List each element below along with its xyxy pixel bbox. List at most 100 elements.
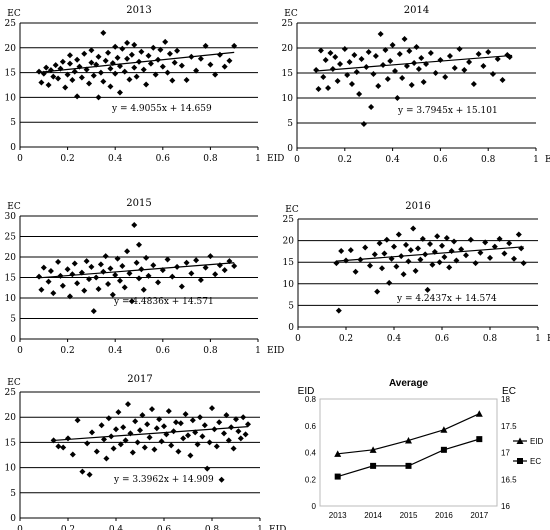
trend-equation: y = 3.3962x + 14.909 <box>113 475 214 485</box>
x-tick-label: 1 <box>257 525 263 530</box>
data-point <box>165 408 172 415</box>
data-point <box>377 31 384 37</box>
x-tick-label: 0.8 <box>483 334 498 344</box>
chart-title: 2013 <box>126 5 151 16</box>
trend-line <box>316 54 513 72</box>
data-point <box>407 247 414 254</box>
x-tick-label: 0.4 <box>108 154 123 164</box>
data-point <box>150 44 157 51</box>
data-point <box>50 73 57 80</box>
data-point <box>475 51 482 57</box>
y-tick-label: 10 <box>283 280 295 290</box>
data-point <box>225 437 232 444</box>
y-tick-label: 20 <box>5 44 17 54</box>
data-point <box>245 421 251 428</box>
data-point <box>119 45 126 52</box>
x-tick-label: 0 <box>294 155 300 165</box>
data-point <box>182 411 189 418</box>
data-point <box>420 79 427 85</box>
data-point <box>489 71 496 77</box>
data-point <box>375 83 382 89</box>
data-point <box>201 422 208 429</box>
data-point <box>149 406 155 413</box>
data-point <box>136 275 142 282</box>
x-tick-label: 0.8 <box>203 154 218 164</box>
series-line-EID <box>337 413 480 455</box>
data-point <box>187 452 194 459</box>
data-point <box>427 50 434 56</box>
data-point <box>193 67 200 74</box>
series-marker-EC <box>440 446 447 453</box>
data-point <box>470 81 477 87</box>
data-point <box>491 243 498 250</box>
data-point <box>145 272 152 279</box>
y-tick-label: 5 <box>10 489 16 499</box>
y-tick-label: 15 <box>5 69 17 79</box>
plot-frame <box>319 398 498 507</box>
data-point <box>408 82 415 88</box>
data-point <box>446 53 453 59</box>
x-tick-label: 0.6 <box>157 525 172 530</box>
data-point <box>226 57 233 64</box>
data-point <box>105 281 112 288</box>
data-point <box>86 80 93 87</box>
data-point <box>467 236 474 243</box>
data-point <box>415 245 421 252</box>
data-point <box>347 247 354 254</box>
chart-title: 2014 <box>404 5 429 16</box>
data-point <box>109 291 116 298</box>
data-point <box>131 222 138 229</box>
trend-equation: y = 4.2437x + 14.574 <box>396 294 497 304</box>
data-point <box>121 68 128 75</box>
data-point <box>189 417 196 424</box>
data-point <box>197 55 204 62</box>
data-point <box>427 241 433 248</box>
y-tick-label: 30 <box>5 212 17 222</box>
data-point <box>161 423 167 430</box>
data-point <box>403 63 410 69</box>
data-point <box>351 52 358 58</box>
series-marker-EID <box>440 426 448 433</box>
data-point <box>86 471 93 478</box>
data-point <box>137 427 143 434</box>
data-point <box>383 236 390 243</box>
data-point <box>171 59 178 66</box>
data-point <box>128 51 135 58</box>
data-point <box>325 85 332 91</box>
x-tick-label: 0.8 <box>481 155 496 165</box>
data-point <box>95 285 102 292</box>
data-point <box>139 412 146 419</box>
data-point <box>413 44 420 50</box>
y-axis-label: EC <box>285 205 299 215</box>
x-tick-label: 0.4 <box>108 346 123 356</box>
data-point <box>334 78 341 84</box>
data-point <box>125 401 131 408</box>
data-point <box>395 231 402 238</box>
data-point <box>439 242 445 249</box>
data-point <box>213 443 220 450</box>
data-point <box>393 263 400 270</box>
data-point <box>406 48 413 54</box>
data-point <box>97 261 104 268</box>
x-axis-label: EID <box>267 154 284 164</box>
data-point <box>346 59 353 65</box>
data-point <box>188 270 195 277</box>
series-marker-EC <box>405 462 412 469</box>
data-point <box>93 274 100 281</box>
x-tick-label: 0.2 <box>60 346 74 356</box>
data-point <box>235 428 242 435</box>
data-point <box>47 267 54 274</box>
y-tick-label: 25 <box>282 19 294 29</box>
x-category-label: 2015 <box>400 511 418 520</box>
data-point <box>231 42 238 49</box>
data-point <box>441 254 448 261</box>
data-point <box>124 248 131 255</box>
data-point <box>367 262 373 269</box>
data-point <box>477 249 484 256</box>
data-point <box>173 419 179 426</box>
y-tick-label: 0 <box>10 143 16 153</box>
data-point <box>221 63 228 70</box>
data-point <box>71 68 78 75</box>
data-point <box>69 451 76 458</box>
left-y-tick-label: 0 <box>312 502 317 511</box>
